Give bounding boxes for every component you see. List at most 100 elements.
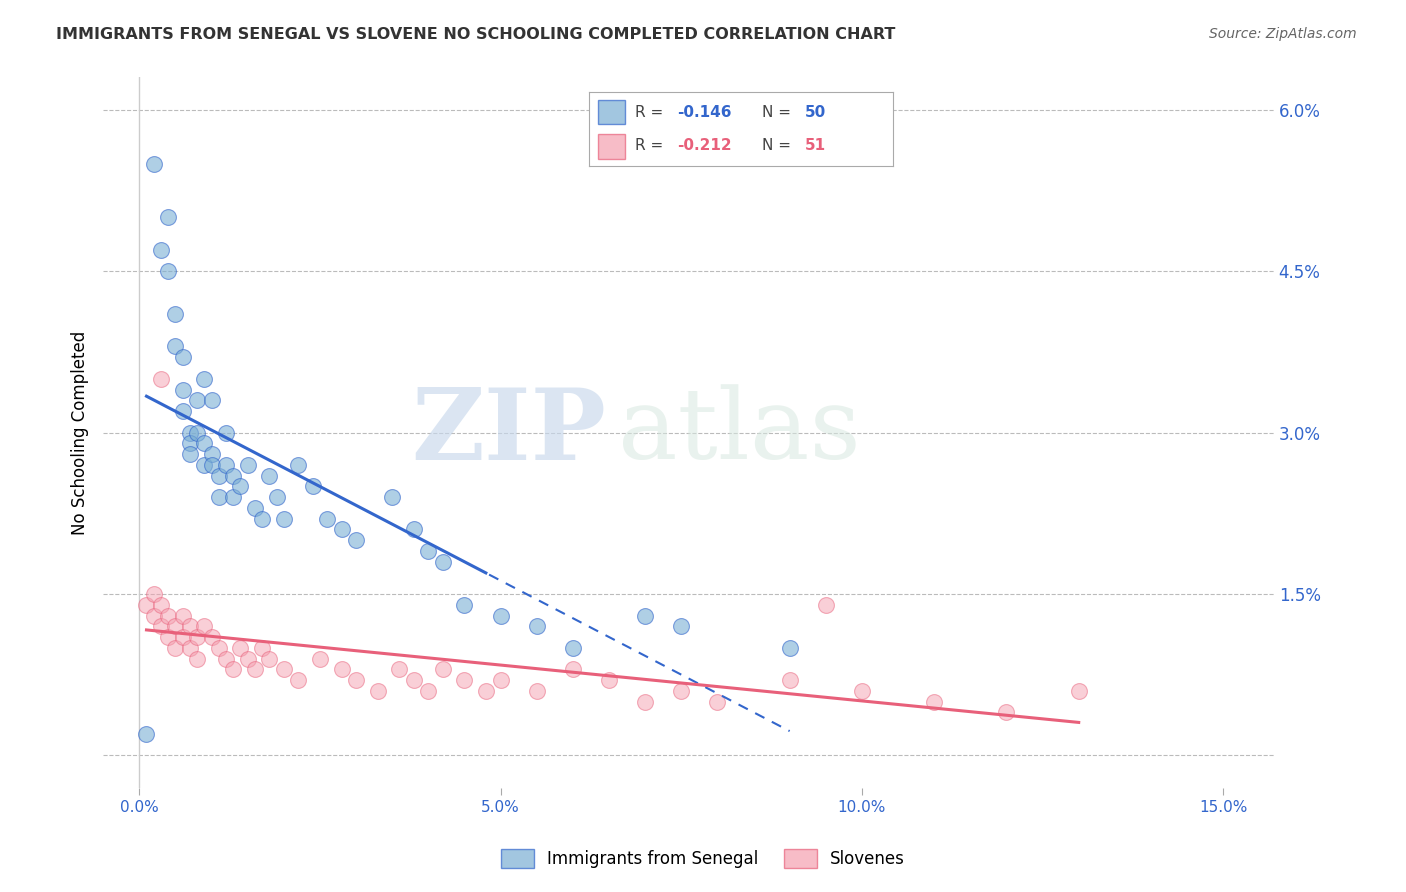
Point [215,651,238,665]
Point [222,662,245,676]
Point [186,630,208,644]
Point [432,662,454,676]
Point [344,533,367,548]
Point [432,555,454,569]
Point [208,468,231,483]
Point [165,619,187,633]
Point [149,619,172,633]
Point [526,619,548,633]
Legend: Immigrants from Senegal, Slovenes: Immigrants from Senegal, Slovenes [494,842,912,875]
Point [367,684,389,698]
Point [200,393,222,408]
Point [193,619,215,633]
Point [236,458,259,472]
Point [259,468,281,483]
Point [779,673,801,687]
Point [243,662,266,676]
Point [671,619,693,633]
Point [186,651,208,665]
Point [179,640,201,655]
Point [157,608,180,623]
Point [301,479,323,493]
Point [172,404,194,418]
Text: IMMIGRANTS FROM SENEGAL VS SLOVENE NO SCHOOLING COMPLETED CORRELATION CHART: IMMIGRANTS FROM SENEGAL VS SLOVENE NO SC… [56,27,896,42]
Point [475,684,498,698]
Point [236,651,259,665]
Point [135,598,157,612]
Point [1067,684,1090,698]
Point [200,630,222,644]
Point [186,425,208,440]
Point [598,673,620,687]
Point [344,673,367,687]
Point [266,490,288,504]
Point [851,684,873,698]
Point [250,640,273,655]
Y-axis label: No Schooling Completed: No Schooling Completed [72,330,89,534]
Point [215,458,238,472]
Point [222,490,245,504]
Point [381,490,404,504]
Text: ZIP: ZIP [412,384,606,481]
Point [706,695,728,709]
Point [259,651,281,665]
Point [172,630,194,644]
Point [526,684,548,698]
Point [193,372,215,386]
Point [149,598,172,612]
Point [561,640,583,655]
Point [229,640,252,655]
Point [142,156,165,170]
Text: Source: ZipAtlas.com: Source: ZipAtlas.com [1209,27,1357,41]
Point [165,307,187,321]
Point [418,544,440,558]
Point [273,511,295,525]
Point [561,662,583,676]
Point [814,598,837,612]
Point [330,523,353,537]
Point [402,673,425,687]
Point [142,587,165,601]
Point [388,662,411,676]
Point [634,695,657,709]
Point [179,447,201,461]
Point [287,458,309,472]
Point [165,339,187,353]
Point [172,383,194,397]
Point [208,640,231,655]
Point [179,436,201,450]
Point [489,673,512,687]
Point [172,351,194,365]
Point [208,490,231,504]
Point [200,447,222,461]
Point [165,640,187,655]
Point [229,479,252,493]
Point [309,651,332,665]
Point [142,608,165,623]
Text: atlas: atlas [619,384,860,481]
Point [157,264,180,278]
Point [193,458,215,472]
Point [634,608,657,623]
Point [402,523,425,537]
Point [250,511,273,525]
Point [330,662,353,676]
Point [489,608,512,623]
Point [287,673,309,687]
Point [179,619,201,633]
Point [200,458,222,472]
Point [779,640,801,655]
Point [179,425,201,440]
Point [316,511,339,525]
Point [172,608,194,623]
Point [215,425,238,440]
Point [193,436,215,450]
Point [453,598,475,612]
Point [418,684,440,698]
Point [157,211,180,225]
Point [157,630,180,644]
Point [135,727,157,741]
Point [186,393,208,408]
Point [149,243,172,257]
Point [273,662,295,676]
